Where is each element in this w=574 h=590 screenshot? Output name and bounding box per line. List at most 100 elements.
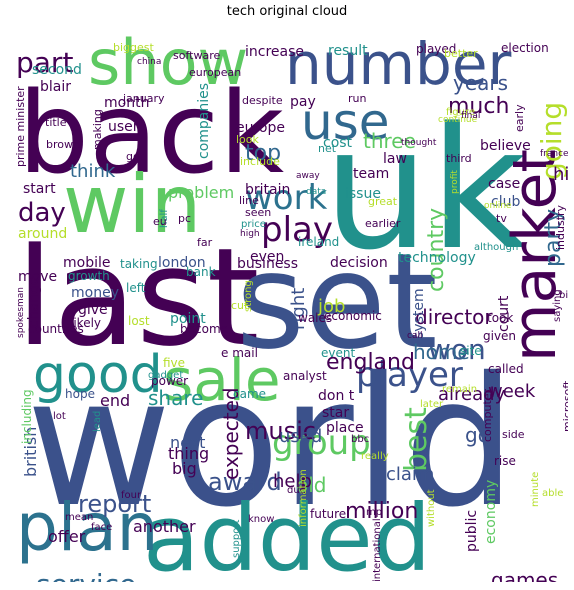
- cloud-word-despite: despite: [242, 94, 283, 107]
- cloud-word-site: site: [460, 344, 482, 358]
- cloud-word-issue: issue: [345, 186, 381, 202]
- cloud-word-show: show: [88, 26, 248, 99]
- cloud-word-games: games: [491, 568, 558, 582]
- cloud-word-prime-minister: prime minister: [14, 86, 27, 167]
- cloud-word-added: added: [143, 485, 431, 582]
- cloud-word-lost: lost: [128, 314, 150, 328]
- cloud-word-remain: remain: [442, 384, 477, 395]
- cloud-word-big: big: [172, 459, 197, 478]
- cloud-word-event: event: [321, 346, 355, 360]
- cloud-word-really: really: [361, 451, 389, 462]
- cloud-word-strong: strong: [243, 280, 254, 312]
- cloud-word-party: party: [541, 209, 566, 267]
- cloud-word-know: know: [248, 514, 274, 525]
- cloud-word-second: second: [32, 62, 82, 78]
- cloud-word-technology: technology: [398, 250, 476, 266]
- cloud-word-money: money: [71, 285, 119, 301]
- cloud-word-eu: eu: [153, 215, 167, 228]
- cloud-word-gadget: gadget: [148, 370, 183, 381]
- cloud-word-right: right: [288, 288, 309, 330]
- cloud-word-british: british: [21, 427, 40, 477]
- cloud-word-microsoft: microsoft: [561, 380, 568, 432]
- cloud-word-top: top: [245, 141, 281, 166]
- cloud-word-move: move: [18, 269, 57, 285]
- cloud-word-including: including: [20, 389, 34, 444]
- cloud-word-seen: seen: [245, 206, 271, 219]
- cloud-word-international: international: [372, 518, 383, 582]
- cloud-word-wales: wales: [298, 311, 332, 325]
- cloud-word-month: month: [104, 95, 149, 111]
- cloud-word-software: software: [173, 49, 220, 62]
- cloud-word-share: share: [148, 386, 203, 410]
- cloud-word-public: public: [464, 510, 480, 552]
- cloud-word-analyst: analyst: [283, 369, 327, 383]
- cloud-word-european: european: [189, 66, 241, 79]
- word-cloud: world last set uk back added number show win plan…: [8, 22, 568, 582]
- cloud-word-side: side: [502, 428, 525, 441]
- chart-title: tech original cloud: [226, 4, 348, 19]
- cloud-word-play: play: [261, 210, 333, 250]
- cloud-word-saying: saying: [552, 289, 563, 322]
- cloud-word-week: week: [488, 381, 536, 402]
- cloud-word-old: old: [296, 473, 327, 497]
- cloud-word-took: took: [487, 311, 513, 325]
- cloud-word-lead: lead: [92, 411, 103, 432]
- cloud-word-biggest: biggest: [113, 41, 155, 54]
- cloud-word-result: result: [328, 43, 368, 59]
- cloud-word-user: user: [108, 119, 139, 135]
- cloud-word-don-t: don t: [318, 388, 355, 404]
- cloud-word-third: third: [446, 152, 472, 165]
- cloud-word-problem: problem: [168, 183, 234, 202]
- cloud-word-played: played: [416, 42, 456, 56]
- cloud-word-around: around: [18, 226, 67, 242]
- cloud-word-making: making: [91, 109, 104, 150]
- cloud-word-point: point: [170, 311, 206, 327]
- cloud-word-uk: uk: [323, 91, 527, 287]
- cloud-word-law: law: [383, 151, 407, 167]
- cloud-word-look: look: [236, 133, 260, 146]
- cloud-word-start: start: [23, 181, 56, 197]
- cloud-word-economy: economy: [483, 480, 499, 544]
- cloud-word-offer: offer: [48, 527, 86, 546]
- cloud-word-ireland: ireland: [298, 235, 339, 249]
- cloud-word-market: market: [500, 149, 568, 362]
- cloud-word-think: think: [70, 161, 116, 182]
- cloud-word-half: half: [159, 209, 170, 228]
- cloud-word-change: change: [26, 276, 42, 328]
- cloud-word-tv: tv: [496, 212, 507, 225]
- cloud-word-good: good: [33, 345, 163, 405]
- cloud-word-figure: figure: [446, 107, 475, 118]
- cloud-word-help: help: [273, 471, 312, 492]
- cloud-word-face: face: [91, 522, 112, 533]
- cloud-word-bill: bill: [559, 290, 568, 301]
- cloud-word-mean: mean: [65, 512, 93, 523]
- cloud-word-deal: deal: [185, 581, 232, 582]
- cloud-word-cost: cost: [323, 135, 353, 151]
- cloud-word-even: even: [250, 249, 284, 265]
- cloud-word-lot: lot: [53, 411, 66, 422]
- cloud-word-plan: plan: [16, 489, 159, 566]
- cloud-word-data: data: [306, 187, 326, 197]
- cloud-word-three: three: [363, 129, 416, 153]
- cloud-word-london: london: [158, 255, 206, 271]
- cloud-word-came: came: [233, 387, 266, 401]
- cloud-word-won: won: [428, 333, 486, 366]
- cloud-word-taking: taking: [120, 257, 158, 271]
- cloud-word-end: end: [100, 391, 130, 410]
- cloud-word-title: title: [45, 116, 67, 129]
- cloud-word-star: star: [322, 405, 349, 421]
- cloud-word-home: home: [413, 340, 470, 364]
- cloud-word-likely: likely: [70, 316, 101, 330]
- cloud-word-director: director: [415, 305, 493, 329]
- cloud-word-earlier: earlier: [365, 217, 401, 230]
- cloud-word-world: world: [26, 339, 516, 546]
- cloud-word-bank: bank: [186, 265, 216, 279]
- cloud-word-economic: economic: [324, 309, 382, 323]
- cloud-word-increase: increase: [245, 44, 304, 60]
- cloud-word-bbc: bbc: [351, 434, 369, 445]
- cloud-word-high: high: [240, 229, 260, 239]
- cloud-word-given: given: [483, 329, 516, 343]
- cloud-word-profit: profit: [450, 170, 460, 194]
- cloud-word-support: support: [231, 520, 242, 558]
